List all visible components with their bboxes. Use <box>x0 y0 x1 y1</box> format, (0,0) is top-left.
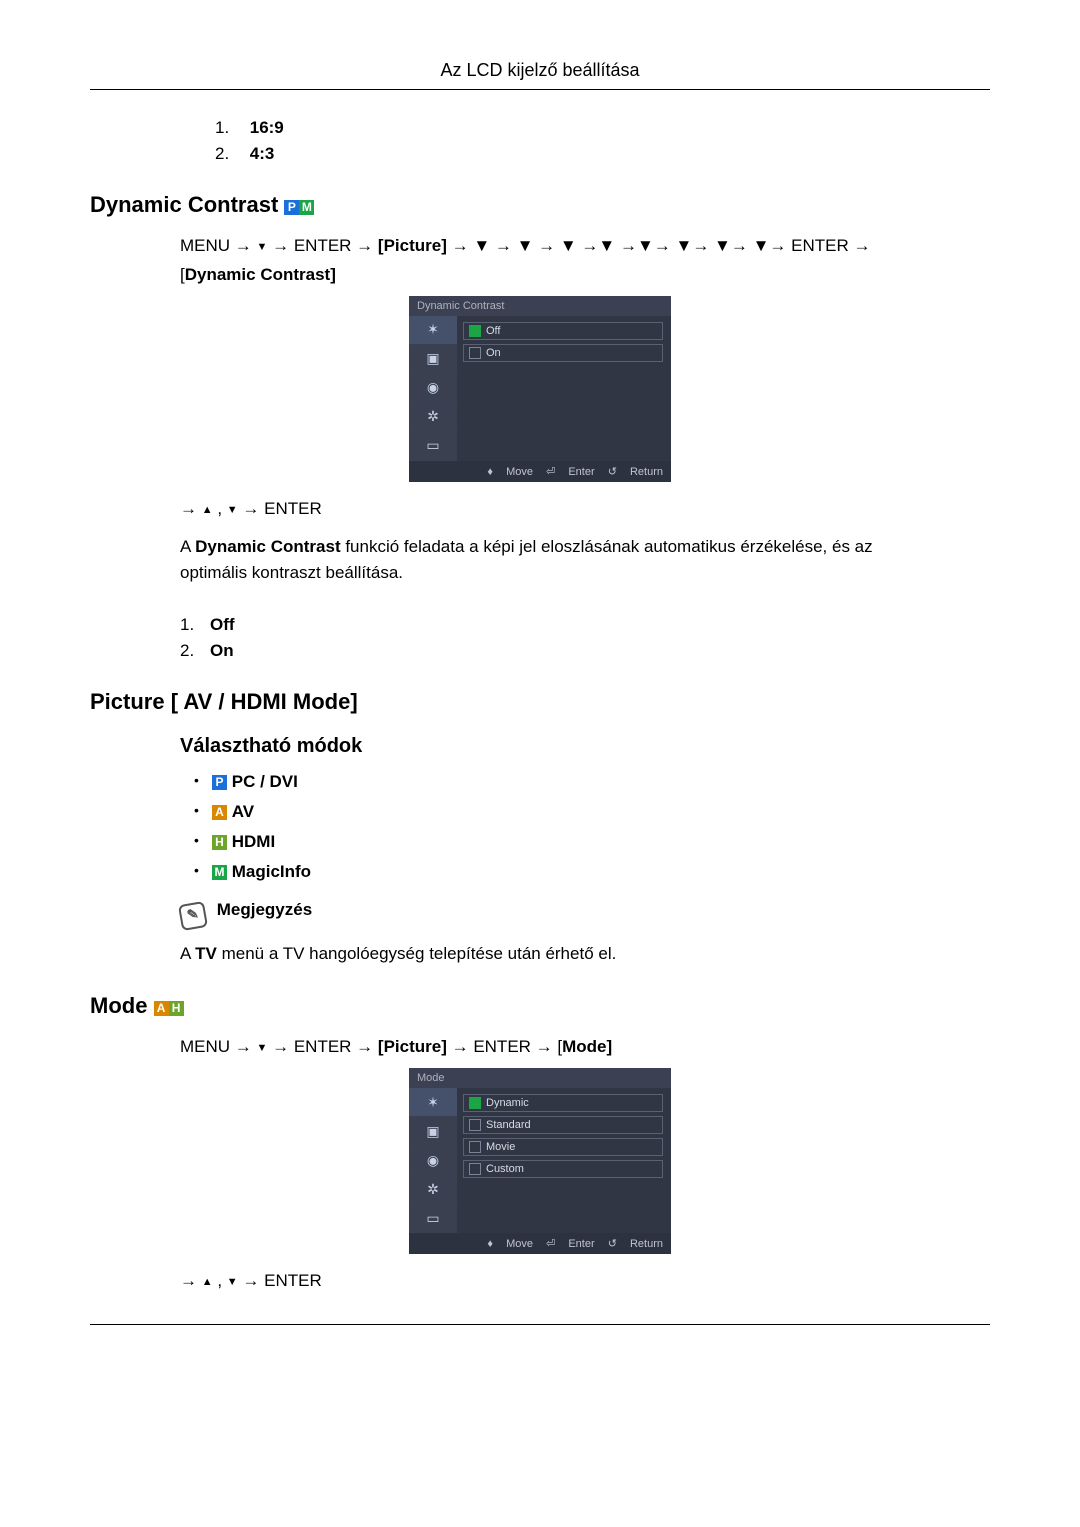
h-badge-icon: H <box>169 1001 184 1016</box>
list-item: 2.On <box>180 641 900 661</box>
mode-magicinfo: M MagicInfo <box>194 862 900 882</box>
menu-path: MENU → → ENTER → [Picture] → ▼ → ▼ → ▼ →… <box>180 232 900 290</box>
osd-icon[interactable]: ▭ <box>409 1204 457 1233</box>
osd-icon[interactable]: ◉ <box>409 374 457 403</box>
check-icon <box>469 1097 481 1109</box>
down-icon <box>227 499 238 518</box>
modes-list: P PC / DVI A AV H HDMI M MagicInfo <box>194 772 900 882</box>
down-icon <box>257 236 268 255</box>
check-icon <box>469 1141 481 1153</box>
down-icon <box>257 1037 268 1056</box>
note-icon: ✎ <box>178 901 208 931</box>
list-item: 1. 16:9 <box>215 118 900 138</box>
osd-option-off[interactable]: Off <box>463 322 663 340</box>
a-badge-icon: A <box>212 805 227 820</box>
page-header: Az LCD kijelző beállítása <box>90 60 990 81</box>
check-icon <box>469 1119 481 1131</box>
osd-options: Dynamic Standard Movie Custom <box>457 1088 671 1233</box>
osd-sidebar: ✶ ▣ ◉ ✲ ▭ <box>409 1088 457 1233</box>
move-hint: ♦ Move <box>487 1238 533 1250</box>
mode-heading: Mode AH <box>90 993 900 1019</box>
osd-icon[interactable]: ✲ <box>409 403 457 432</box>
h-badge-icon: H <box>212 835 227 850</box>
dynamic-contrast-values: 1.Off 2.On <box>180 615 900 661</box>
mode-pcdvi: P PC / DVI <box>194 772 900 792</box>
osd-footer: ♦ Move ⏎ Enter ↺ Return <box>409 461 671 482</box>
move-hint: ♦ Move <box>487 466 533 478</box>
nav-line: → , → ENTER <box>180 1268 900 1294</box>
osd-option-on[interactable]: On <box>463 344 663 362</box>
osd-option-custom[interactable]: Custom <box>463 1160 663 1178</box>
picture-av-heading: Picture [ AV / HDMI Mode] <box>90 689 900 715</box>
osd-icon[interactable]: ◉ <box>409 1146 457 1175</box>
enter-hint: ⏎ Enter <box>546 1238 595 1250</box>
mode-av: A AV <box>194 802 900 822</box>
osd-dynamic-contrast: Dynamic Contrast ✶ ▣ ◉ ✲ ▭ Off On ♦ Move… <box>409 296 671 482</box>
selectable-modes-heading: Választható módok <box>180 735 900 758</box>
p-badge-icon: P <box>284 200 299 215</box>
osd-option-dynamic[interactable]: Dynamic <box>463 1094 663 1112</box>
osd-option-movie[interactable]: Movie <box>463 1138 663 1156</box>
a-badge-icon: A <box>154 1001 169 1016</box>
m-badge-icon: M <box>212 865 227 880</box>
top-rule <box>90 89 990 90</box>
check-icon <box>469 1163 481 1175</box>
note-text: A TV menü a TV hangolóegység telepítése … <box>180 941 900 967</box>
note-heading: ✎ Megjegyzés <box>180 900 900 929</box>
dynamic-contrast-heading: Dynamic Contrast PM <box>90 192 900 218</box>
up-icon <box>202 1271 213 1290</box>
osd-icon[interactable]: ▭ <box>409 432 457 461</box>
enter-hint: ⏎ Enter <box>546 466 595 478</box>
mode-hdmi: H HDMI <box>194 832 900 852</box>
up-icon <box>202 499 213 518</box>
menu-path: MENU → → ENTER → [Picture] → ENTER → [Mo… <box>180 1033 900 1062</box>
nav-line: → , → ENTER <box>180 496 900 522</box>
p-badge-icon: P <box>212 775 227 790</box>
check-icon <box>469 347 481 359</box>
m-badge-icon: M <box>299 200 314 215</box>
osd-title: Mode <box>409 1068 671 1088</box>
list-item: 1.Off <box>180 615 900 635</box>
osd-options: Off On <box>457 316 671 461</box>
osd-footer: ♦ Move ⏎ Enter ↺ Return <box>409 1233 671 1254</box>
return-hint: ↺ Return <box>608 466 663 478</box>
osd-option-standard[interactable]: Standard <box>463 1116 663 1134</box>
osd-icon[interactable]: ✲ <box>409 1175 457 1204</box>
osd-icon[interactable]: ✶ <box>409 1088 457 1117</box>
osd-icon[interactable]: ✶ <box>409 316 457 345</box>
osd-sidebar: ✶ ▣ ◉ ✲ ▭ <box>409 316 457 461</box>
osd-icon[interactable]: ▣ <box>409 345 457 374</box>
check-icon <box>469 325 481 337</box>
osd-title: Dynamic Contrast <box>409 296 671 316</box>
osd-mode: Mode ✶ ▣ ◉ ✲ ▭ Dynamic Standard Movie Cu… <box>409 1068 671 1254</box>
down-icon <box>227 1271 238 1290</box>
list-item: 2. 4:3 <box>215 144 900 164</box>
osd-icon[interactable]: ▣ <box>409 1117 457 1146</box>
bottom-rule <box>90 1324 990 1325</box>
aspect-ratio-list: 1. 16:9 2. 4:3 <box>215 118 900 164</box>
dynamic-contrast-description: A Dynamic Contrast funkció feladata a ké… <box>180 534 900 587</box>
return-hint: ↺ Return <box>608 1238 663 1250</box>
